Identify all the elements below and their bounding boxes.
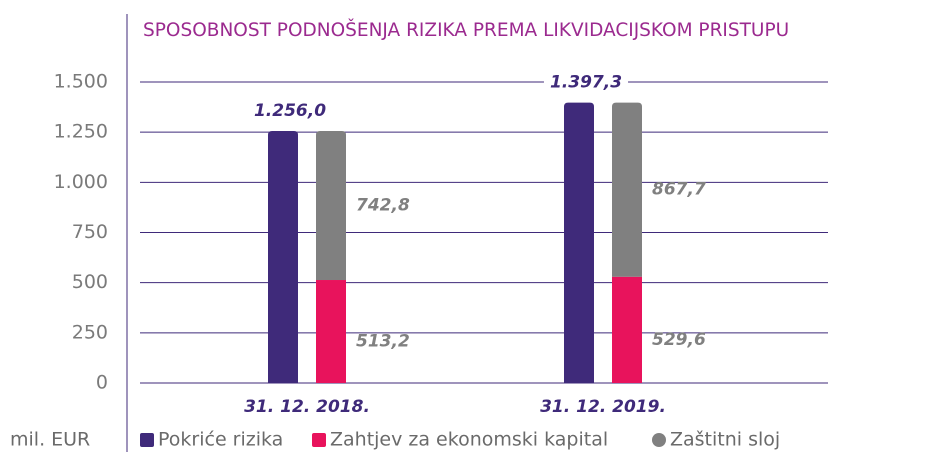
y-tick-label: 1.250: [54, 121, 108, 143]
legend-label: Zahtjev za ekonomski kapital: [330, 429, 608, 451]
legend-label: Pokriće rizika: [158, 429, 283, 451]
bar: [564, 102, 594, 384]
y-tick-label: 500: [72, 271, 108, 293]
legend-swatch: [140, 433, 154, 447]
x-tick-label: 31. 12. 2019.: [540, 397, 666, 417]
bar: [268, 130, 298, 383]
value-label: 513,2: [356, 332, 410, 352]
value-label: 742,8: [356, 195, 410, 215]
x-tick-label: 31. 12. 2018.: [244, 397, 370, 417]
legend-swatch: [312, 433, 326, 447]
chart-title: SPOSOBNOST PODNOŠENJA RIZIKA PREMA LIKVI…: [143, 19, 789, 41]
value-label: 1.397,3: [550, 73, 622, 93]
value-label: 1.256,0: [254, 101, 326, 121]
legend-swatch: [652, 433, 666, 447]
y-tick-label: 1.000: [54, 171, 108, 193]
y-tick-label: 0: [96, 372, 108, 394]
bar: [316, 280, 346, 383]
legend-label: Zaštitni sloj: [670, 429, 780, 451]
label-background: [247, 100, 333, 121]
bar: [612, 102, 642, 277]
bar: [316, 130, 346, 281]
y-tick-label: 1.500: [54, 71, 108, 93]
bar: [612, 276, 642, 383]
value-label: 529,6: [652, 330, 706, 350]
y-tick-label: 250: [72, 321, 108, 343]
y-tick-label: 750: [72, 221, 108, 243]
label-background: [543, 72, 629, 93]
value-label: 867,7: [652, 180, 706, 200]
unit-label: mil. EUR: [10, 429, 90, 451]
